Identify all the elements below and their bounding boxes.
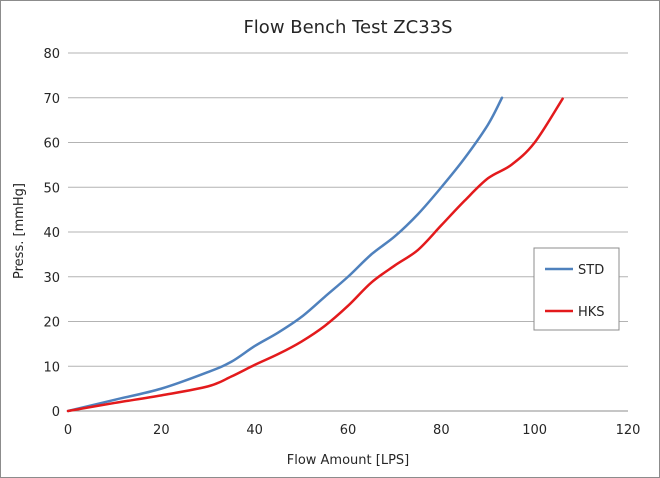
y-tick-label: 50 <box>43 181 60 196</box>
series-lines <box>66 96 564 413</box>
y-tick-label: 70 <box>43 92 60 107</box>
chart-title: Flow Bench Test ZC33S <box>243 17 452 38</box>
x-tick-label: 120 <box>616 423 641 438</box>
series-line-std <box>66 96 504 413</box>
y-tick-label: 60 <box>43 137 60 152</box>
legend-label-std: STD <box>578 263 604 278</box>
x-tick-label: 0 <box>64 423 72 438</box>
y-tick-labels: 0 10 20 30 40 50 60 70 80 <box>43 47 60 420</box>
series-line-hks <box>66 97 564 413</box>
legend: STD HKS <box>533 247 620 331</box>
x-tick-label: 60 <box>340 423 357 438</box>
y-tick-label: 30 <box>43 271 60 286</box>
y-tick-label: 20 <box>43 316 60 331</box>
y-tick-label: 0 <box>52 405 60 420</box>
x-tick-labels: 0 20 40 60 80 100 120 <box>64 423 641 438</box>
x-axis-label: Flow Amount [LPS] <box>287 453 410 468</box>
y-axis-label: Press. [mmHg] <box>12 183 27 279</box>
legend-box <box>533 247 620 331</box>
y-tick-label: 40 <box>43 226 60 241</box>
y-tick-label: 10 <box>43 360 60 375</box>
legend-label-hks: HKS <box>578 305 605 320</box>
x-tick-label: 20 <box>153 423 170 438</box>
y-tick-label: 80 <box>43 47 60 62</box>
x-tick-label: 100 <box>522 423 547 438</box>
x-tick-label: 80 <box>433 423 450 438</box>
x-tick-label: 40 <box>246 423 263 438</box>
